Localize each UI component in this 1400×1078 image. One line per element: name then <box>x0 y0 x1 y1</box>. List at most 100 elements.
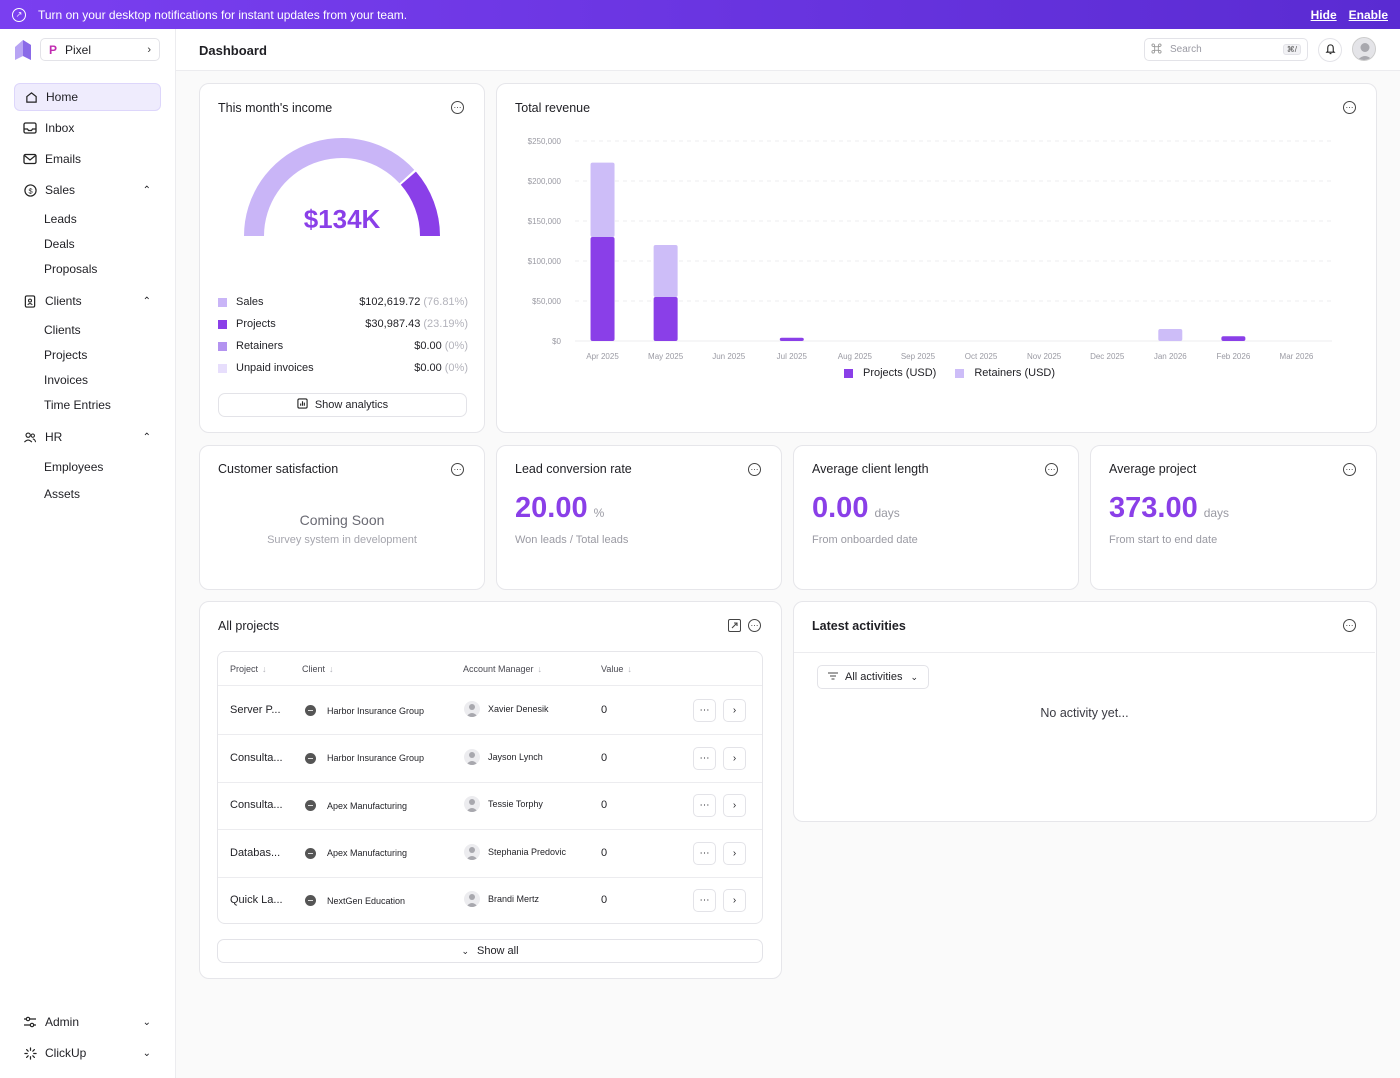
banner-enable-link[interactable]: Enable <box>1348 7 1388 22</box>
sidebar-item-home[interactable]: Home <box>14 83 161 111</box>
bar-projects[interactable] <box>590 237 615 341</box>
legend-value: $30,987.43 <box>365 318 421 330</box>
row-more-button[interactable]: ⋯ <box>693 699 716 722</box>
top-header: Dashboard Search ⌘/ <box>176 29 1400 71</box>
avatar <box>464 891 480 908</box>
row-more-button[interactable]: ⋯ <box>693 889 716 913</box>
avg-project-sub: From start to end date <box>1109 534 1218 546</box>
cell-account-manager: Jayson Lynch <box>464 748 543 765</box>
sidebar-item-sales[interactable]: $ Sales ⌃ <box>14 176 161 204</box>
clickup-icon <box>23 1046 37 1060</box>
x-tick-label: Sep 2025 <box>901 352 936 361</box>
sidebar-subitem-employees[interactable]: Employees <box>44 460 104 474</box>
table-header: Project ↓ Client ↓ Account Manager ↓ Value ↓ <box>218 652 762 686</box>
sidebar-item-clients[interactable]: Clients ⌃ <box>14 287 161 315</box>
table-row[interactable]: Consulta... Harbor Insurance Group Jayson … <box>218 735 762 783</box>
y-tick-label: $150,000 <box>528 217 562 226</box>
cell-project: Server P... <box>230 704 281 716</box>
search-input[interactable]: Search ⌘/ <box>1144 38 1308 61</box>
sidebar-item-emails[interactable]: Emails <box>14 145 161 173</box>
more-options-icon[interactable]: ⋯ <box>748 619 761 632</box>
row-more-button[interactable]: ⋯ <box>693 841 716 865</box>
income-card: This month's income ⋯ $134K Sales $102,6… <box>199 83 485 433</box>
expand-icon[interactable] <box>728 619 741 632</box>
page-title: Dashboard <box>199 43 267 58</box>
client-logo-icon <box>305 895 316 907</box>
table-row[interactable]: Databas... Apex Manufacturing Stephania Pr… <box>218 830 762 878</box>
row-open-button[interactable]: › <box>723 699 746 722</box>
bar-retainers[interactable] <box>653 245 678 297</box>
activities-filter-dropdown[interactable]: All activities ⌄ <box>817 665 929 689</box>
avg-project-title: Average project <box>1109 462 1197 476</box>
show-all-button[interactable]: ⌄ Show all <box>217 939 763 963</box>
column-header-client[interactable]: Client ↓ <box>302 664 334 674</box>
more-options-icon[interactable]: ⋯ <box>451 463 464 476</box>
y-tick-label: $0 <box>552 337 561 346</box>
contact-card-icon <box>23 294 37 308</box>
row-more-button[interactable]: ⋯ <box>693 746 716 770</box>
row-open-button[interactable]: › <box>723 889 746 913</box>
search-placeholder: Search <box>1170 44 1202 55</box>
table-row[interactable]: Server P... Harbor Insurance Group Xavier … <box>218 687 762 735</box>
column-header-project[interactable]: Project ↓ <box>230 664 267 674</box>
bar-projects[interactable] <box>779 337 804 341</box>
table-row[interactable]: Quick La... NextGen Education Brandi Mertz… <box>218 877 762 923</box>
row-open-button[interactable]: › <box>723 841 746 865</box>
table-row[interactable]: Consulta... Apex Manufacturing Tessie Torp… <box>218 782 762 831</box>
org-mark-icon: P <box>49 42 58 57</box>
row-more-button[interactable]: ⋯ <box>693 794 716 818</box>
sidebar-subitem-time-entries[interactable]: Time Entries <box>44 398 111 412</box>
org-switcher[interactable]: P Pixel › <box>40 38 160 61</box>
x-tick-label: Mar 2026 <box>1280 352 1314 361</box>
sidebar-subitem-invoices[interactable]: Invoices <box>44 373 89 387</box>
filter-icon <box>828 671 838 683</box>
legend-projects: Projects $30,987.43 (23.19%) <box>218 318 468 330</box>
cell-project: Consulta... <box>230 751 283 764</box>
sidebar-item-clickup[interactable]: ClickUp ⌄ <box>14 1039 161 1067</box>
chevron-down-icon: ⌄ <box>142 1016 151 1028</box>
sidebar-item-admin[interactable]: Admin ⌄ <box>14 1008 161 1036</box>
legend-label: Unpaid invoices <box>236 362 314 374</box>
bar-projects[interactable] <box>653 297 678 341</box>
sidebar-subitem-proposals[interactable]: Proposals <box>44 262 98 276</box>
show-analytics-button[interactable]: Show analytics <box>218 393 467 417</box>
sidebar-item-hr[interactable]: HR ⌃ <box>14 423 161 451</box>
column-header-account-manager[interactable]: Account Manager ↓ <box>463 664 543 674</box>
bar-retainers[interactable] <box>590 162 615 237</box>
lead-conversion-card: Lead conversion rate ⋯ 20.00% Won leads … <box>496 445 782 590</box>
banner-hide-link[interactable]: Hide <box>1310 7 1337 22</box>
sidebar-subitem-clients[interactable]: Clients <box>44 323 81 337</box>
sidebar-subitem-assets[interactable]: Assets <box>44 487 81 501</box>
legend-pct: (76.81%) <box>423 296 468 308</box>
column-header-value[interactable]: Value ↓ <box>601 664 632 674</box>
more-options-icon[interactable]: ⋯ <box>1343 463 1356 476</box>
x-tick-label: Oct 2025 <box>965 352 998 361</box>
sidebar-item-label: Admin <box>45 1015 80 1029</box>
sidebar-subitem-projects[interactable]: Projects <box>44 348 88 362</box>
sidebar-subitem-deals[interactable]: Deals <box>44 237 75 251</box>
user-avatar[interactable] <box>1352 37 1376 61</box>
client-logo-icon <box>305 800 316 812</box>
lead-conversion-title: Lead conversion rate <box>515 462 632 476</box>
cell-value: 0 <box>601 751 608 764</box>
more-options-icon[interactable]: ⋯ <box>1343 619 1356 632</box>
bar-projects[interactable] <box>1221 336 1246 341</box>
bar-retainers[interactable] <box>1158 329 1183 341</box>
sidebar-subitem-leads[interactable]: Leads <box>44 212 77 226</box>
row-open-button[interactable]: › <box>723 794 746 818</box>
more-options-icon[interactable]: ⋯ <box>748 463 761 476</box>
more-options-icon[interactable]: ⋯ <box>1045 463 1058 476</box>
legend-retainers-label: Retainers (USD) <box>974 367 1056 379</box>
notifications-button[interactable] <box>1318 38 1342 62</box>
legend-swatch <box>844 368 853 378</box>
cell-account-manager: Xavier Denesik <box>464 701 549 717</box>
x-tick-label: Aug 2025 <box>838 352 873 361</box>
row-open-button[interactable]: › <box>723 746 746 770</box>
projects-table: Project ↓ Client ↓ Account Manager ↓ Value ↓… <box>217 651 763 924</box>
more-options-icon[interactable]: ⋯ <box>451 101 464 114</box>
more-options-icon[interactable]: ⋯ <box>1343 101 1356 114</box>
lead-conversion-sub: Won leads / Total leads <box>515 534 629 546</box>
sidebar-item-inbox[interactable]: Inbox <box>14 114 161 142</box>
legend-swatch <box>218 363 227 373</box>
inbox-icon <box>23 121 37 135</box>
